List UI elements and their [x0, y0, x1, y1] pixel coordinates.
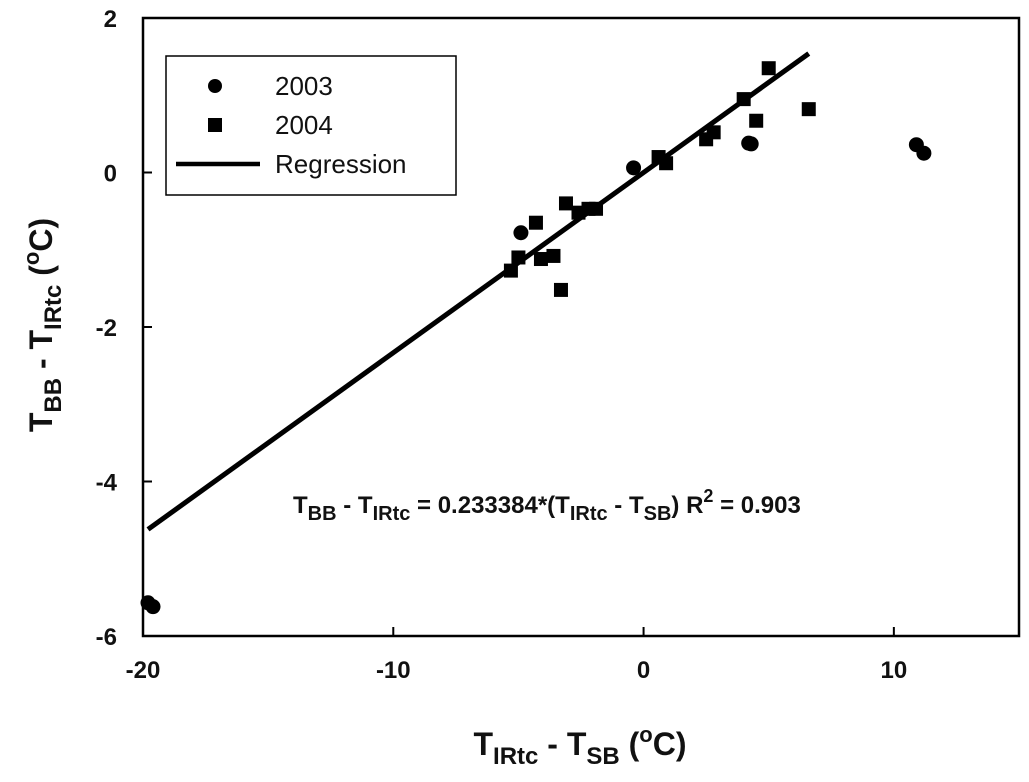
regression-layer [146, 51, 811, 532]
legend-marker-2004 [208, 118, 222, 132]
regression-line [146, 51, 811, 532]
point-2004 [706, 125, 721, 140]
x-tick-label: -20 [126, 657, 161, 684]
point-2004 [546, 248, 561, 263]
axis-ticks: -20 -10 0 10-6-4-202 [96, 6, 908, 684]
x-tick-label: -10 [376, 657, 411, 684]
x-tick-label: 10 [881, 657, 908, 684]
point-2003 [513, 225, 529, 241]
y-tick-label: -4 [96, 470, 118, 497]
legend-label-regression: Regression [275, 149, 407, 179]
point-2004 [553, 282, 568, 297]
legend-marker-2003 [208, 79, 222, 93]
point-2004 [533, 252, 548, 267]
point-2004 [528, 215, 543, 230]
data-points [140, 61, 932, 615]
point-2004 [801, 102, 816, 117]
regression-equation: TBB - TIRtc = 0.233384*(TIRtc - TSB) R2 … [293, 486, 801, 525]
point-2004 [761, 61, 776, 76]
point-2004 [589, 201, 604, 216]
y-tick-label: 0 [104, 161, 117, 188]
point-2003 [743, 136, 759, 152]
point-2003 [145, 599, 161, 615]
y-tick-label: -2 [96, 315, 117, 342]
y-axis-title: TBB - TIRtc (oC) [19, 218, 67, 432]
point-2004 [749, 113, 764, 128]
y-tick-label: -6 [96, 624, 117, 651]
legend-label-2004: 2004 [275, 110, 333, 140]
legend: 2003 2004 Regression [165, 55, 457, 196]
point-2003 [626, 160, 642, 176]
point-2004 [503, 263, 518, 278]
point-2004 [736, 92, 751, 107]
legend-label-2003: 2003 [275, 71, 333, 101]
point-2004 [558, 196, 573, 211]
x-tick-label: 0 [637, 657, 650, 684]
point-2004 [659, 156, 674, 171]
y-tick-label: 2 [104, 6, 117, 33]
point-2004 [511, 250, 526, 265]
point-2003 [916, 145, 932, 161]
x-axis-title: TIRtc - TSB (oC) [474, 722, 687, 770]
